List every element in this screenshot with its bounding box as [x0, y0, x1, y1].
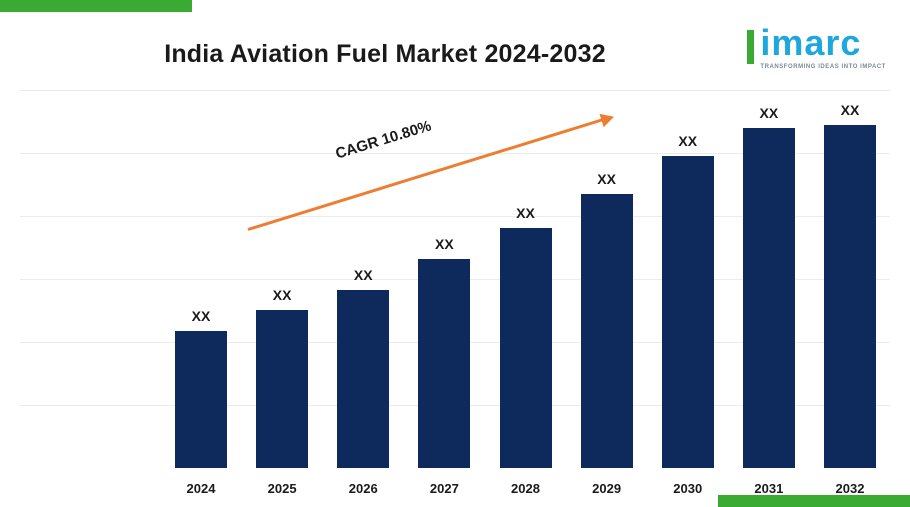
bar-value-label: XX — [435, 236, 454, 252]
bar — [580, 194, 633, 468]
bar-value-label: XX — [678, 133, 698, 149]
bar-year-label: 2028 — [511, 481, 540, 496]
imarc-logo-green-bar — [747, 30, 755, 64]
bar — [499, 228, 552, 468]
bar-value-label: XX — [597, 171, 616, 187]
bar-year-label: 2030 — [673, 481, 703, 496]
bar — [256, 310, 309, 468]
bottom-right-green-accent — [718, 495, 910, 507]
imarc-logo-text: imarc — [760, 22, 862, 63]
bar-group: XX 2027 — [418, 90, 471, 496]
imarc-logo-tagline: TRANSFORMING IDEAS INTO IMPACT — [760, 64, 886, 70]
bar-value-label: XX — [272, 287, 292, 303]
bar-year-label: 2027 — [429, 481, 459, 496]
imarc-logo: imarc TRANSFORMING IDEAS INTO IMPACT — [747, 22, 886, 70]
bar-value-label: XX — [353, 267, 373, 283]
bar-value-label: XX — [516, 205, 535, 221]
bar-group: XX 2030 — [661, 90, 714, 496]
bar — [661, 156, 714, 468]
bar-year-label: 2031 — [754, 481, 784, 496]
bar-year-label: 2025 — [267, 481, 297, 496]
plot-area: XX 2024 XX 2025 XX 2026 XX 2027 XX 2028 XX 2029 XX 20… — [20, 90, 890, 496]
bar-year-label: 2026 — [348, 481, 378, 496]
bar-group: XX 2024 — [175, 90, 227, 496]
bar — [337, 290, 390, 468]
bar-year-label: 2029 — [592, 481, 622, 496]
bar-group: XX 2029 — [580, 90, 633, 496]
top-left-green-accent — [0, 0, 192, 12]
bar-value-label: XX — [840, 102, 860, 118]
bar — [418, 259, 471, 468]
bar — [175, 331, 227, 468]
bar-value-label: XX — [759, 105, 779, 121]
bar-value-label: XX — [191, 308, 211, 324]
chart-title: India Aviation Fuel Market 2024-2032 — [164, 40, 606, 68]
bar-group: XX 2025 — [256, 90, 309, 496]
bars-container: XX 2024 XX 2025 XX 2026 XX 2027 XX 2028 XX 2029 XX 20… — [175, 90, 876, 496]
bar — [824, 125, 876, 468]
bar — [742, 128, 795, 468]
bar-year-label: 2024 — [186, 481, 216, 496]
bar-group: XX 2031 — [742, 90, 795, 496]
bar-group: XX 2028 — [499, 90, 552, 496]
bar-year-label: 2032 — [835, 481, 865, 496]
bar-group: XX 2026 — [337, 90, 390, 496]
bar-group: XX 2032 — [824, 90, 876, 496]
